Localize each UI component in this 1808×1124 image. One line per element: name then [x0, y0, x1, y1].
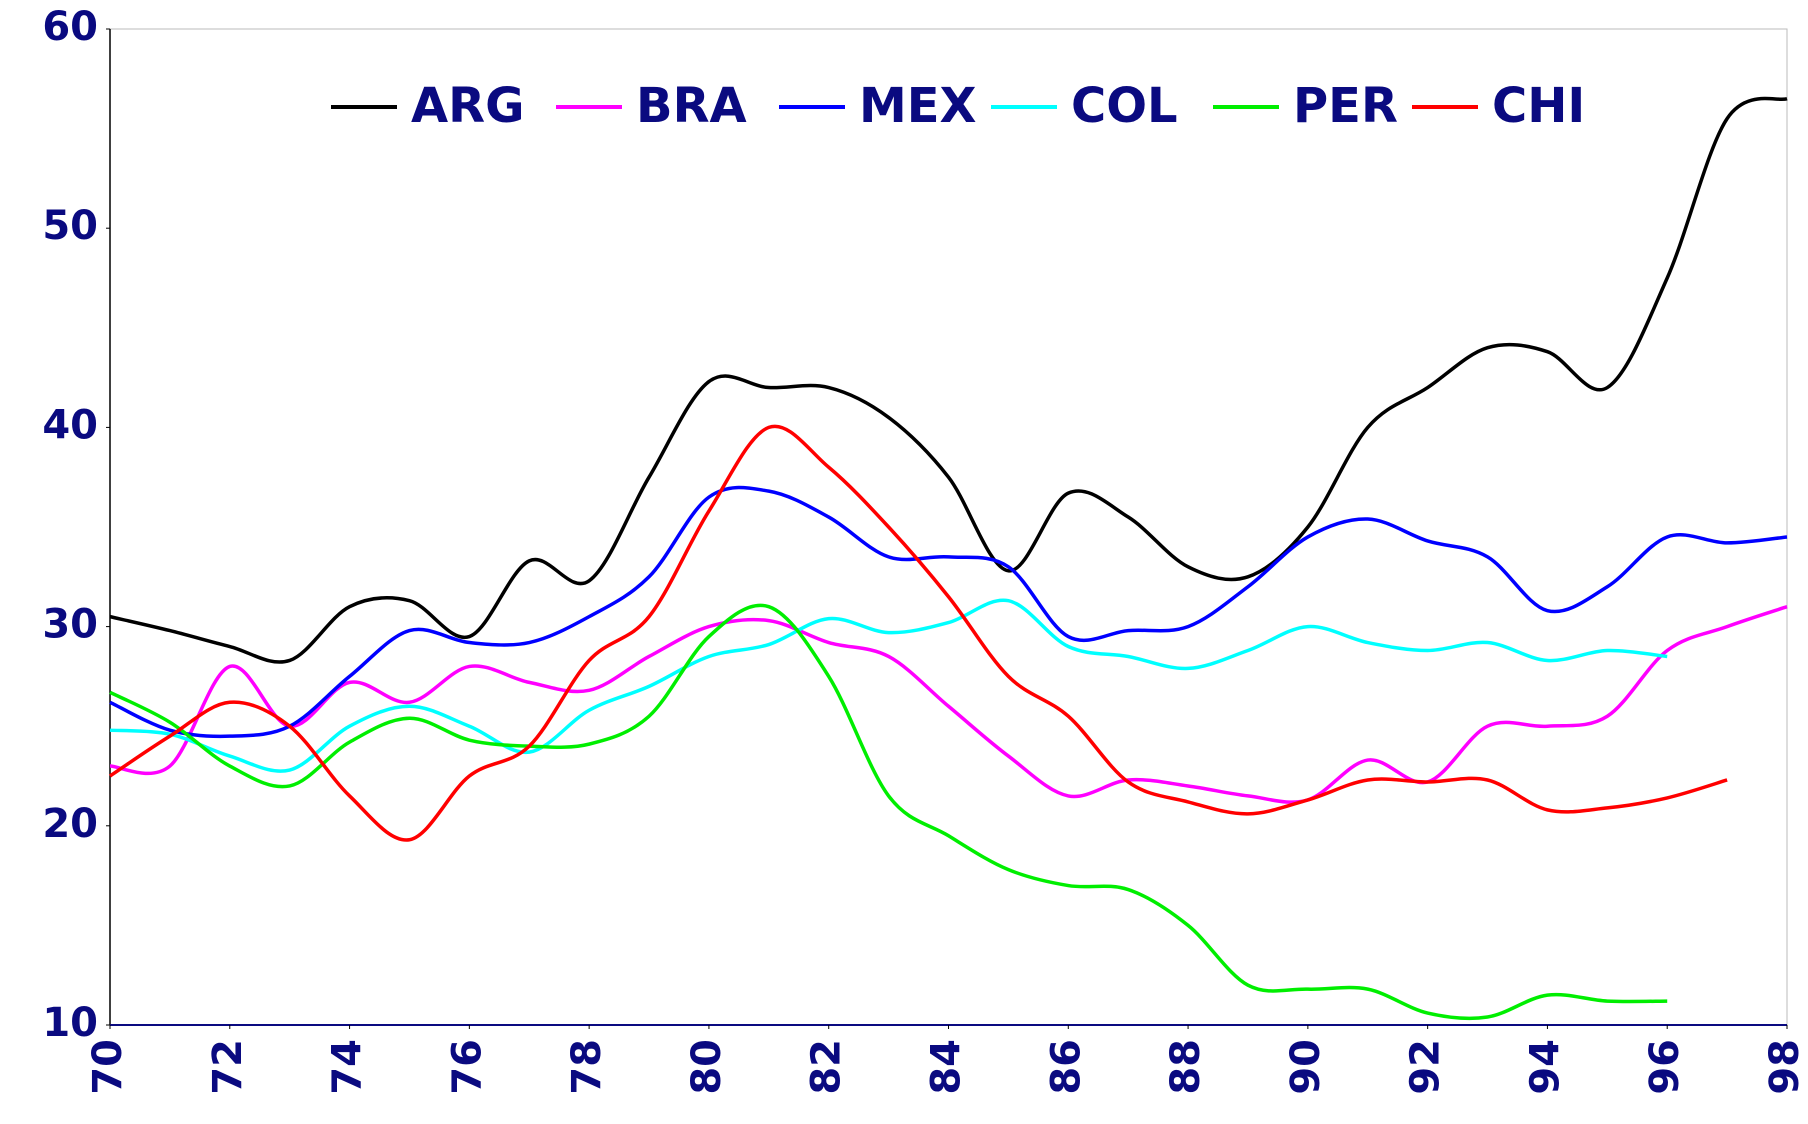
y-tick-label: 40 [42, 402, 98, 448]
legend-label: MEX [859, 78, 977, 134]
x-tick-label: 94 [1522, 1039, 1568, 1095]
x-tick-label: 86 [1043, 1039, 1089, 1095]
series-line [109, 603, 1668, 1021]
x-tick-label: 98 [1762, 1039, 1808, 1095]
legend-label: COL [1071, 78, 1178, 134]
legend-label: BRA [636, 78, 747, 134]
x-tick-label: 80 [684, 1039, 730, 1095]
x-tick-label: 76 [444, 1039, 490, 1095]
legend-label: PER [1293, 78, 1398, 134]
x-tick-label: 92 [1403, 1039, 1449, 1095]
y-tick-label: 10 [42, 1000, 98, 1046]
x-tick-label: 72 [205, 1039, 251, 1095]
series-line [109, 605, 1788, 804]
y-tick-label: 50 [42, 203, 98, 249]
x-tick-label: 88 [1163, 1039, 1209, 1095]
x-tick-label: 90 [1283, 1039, 1329, 1095]
x-tick-label: 78 [564, 1039, 610, 1095]
y-tick-label: 20 [42, 801, 98, 847]
x-tick-label: 96 [1642, 1039, 1688, 1095]
series-line [109, 424, 1728, 842]
legend-label: ARG [411, 78, 525, 134]
series-line [109, 485, 1788, 739]
y-tick-label: 60 [42, 4, 98, 50]
x-tick-label: 70 [85, 1039, 131, 1095]
x-tick-label: 84 [924, 1039, 970, 1095]
x-tick-label: 74 [325, 1039, 371, 1095]
legend-label: CHI [1492, 78, 1585, 134]
y-tick-label: 30 [42, 602, 98, 648]
series-line [109, 96, 1788, 664]
series-line [109, 598, 1668, 773]
plot-area [109, 28, 1788, 1026]
x-tick-label: 82 [804, 1039, 850, 1095]
